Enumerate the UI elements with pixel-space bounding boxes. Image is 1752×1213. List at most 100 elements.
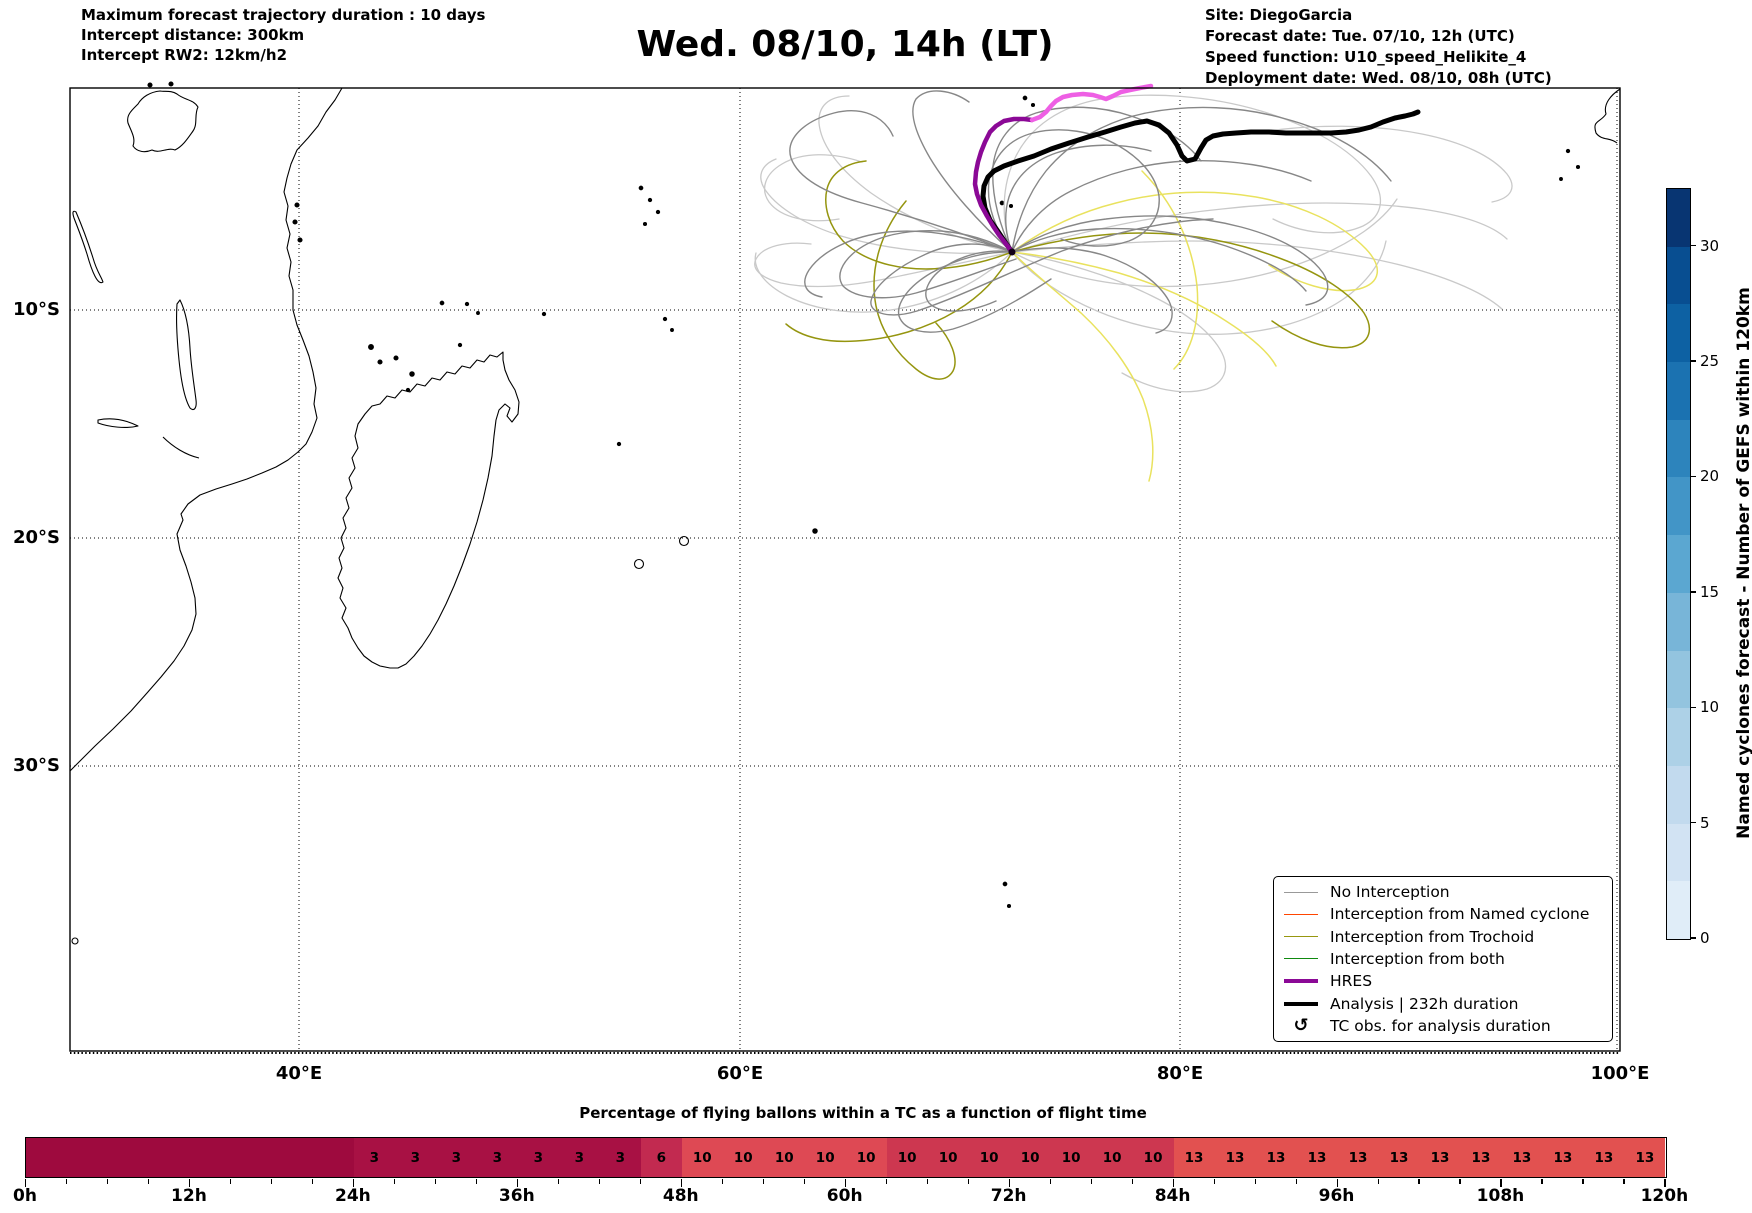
time-minor-tick — [1131, 1179, 1133, 1184]
trajectory-light-gray — [1261, 125, 1513, 203]
percentage-value: 13 — [1389, 1149, 1409, 1166]
trajectory-gray — [1011, 227, 1307, 292]
percentage-value: 10 — [815, 1149, 835, 1166]
time-minor-tick — [1090, 1179, 1092, 1184]
site-text: Site: DiegoGarcia — [1205, 6, 1353, 24]
island-dot — [294, 202, 300, 208]
time-minor-tick — [106, 1179, 109, 1184]
legend-item-label: No Interception — [1330, 883, 1450, 902]
hres-track-line — [972, 116, 1035, 255]
percentage-value: 10 — [1143, 1149, 1163, 1166]
intercept-distance-text: Intercept distance: 300km — [81, 26, 305, 44]
header-right-info: Site: DiegoGarcia Forecast date: Tue. 07… — [1205, 5, 1552, 89]
island-dot — [393, 355, 399, 361]
colorbar-tick — [1690, 591, 1696, 593]
time-major-tick — [25, 1179, 27, 1187]
island-dot — [647, 197, 653, 203]
time-major-tick — [1008, 1179, 1011, 1187]
trajectory-gray — [1005, 144, 1152, 253]
island-dot — [812, 528, 818, 534]
percentage-value: 10 — [897, 1149, 917, 1166]
time-tick-label: 12h — [171, 1186, 207, 1206]
trajectory-light-gray — [760, 158, 1013, 254]
island-dot — [638, 185, 644, 191]
max-duration-text: Maximum forecast trajectory duration : 1… — [81, 6, 486, 24]
island-dot — [999, 200, 1005, 206]
time-tick-label: 48h — [662, 1186, 699, 1206]
legend-line — [1284, 1001, 1318, 1006]
percentage-value: 3 — [615, 1149, 625, 1166]
intercept-rw2-text: Intercept RW2: 12km/h2 — [81, 46, 288, 64]
colorbar-block — [1667, 362, 1690, 420]
time-tick-label: 72h — [990, 1186, 1027, 1206]
legend-line-swatch — [1284, 913, 1318, 915]
percentage-segment — [640, 1138, 682, 1177]
island-dot — [409, 371, 415, 377]
legend-line-swatch — [1284, 958, 1318, 960]
percentage-value: 3 — [410, 1149, 421, 1166]
island-dot — [168, 81, 174, 87]
legend-row: HRES — [1274, 970, 1612, 992]
percentage-value: 13 — [1266, 1149, 1286, 1166]
legend-line — [1284, 913, 1318, 915]
colorbar-tick-label: 30 — [1700, 236, 1720, 255]
trajectory-yellow — [1011, 251, 1277, 367]
percentage-value: 10 — [774, 1149, 794, 1166]
trajectory-gray — [1011, 106, 1392, 253]
percentage-value: 10 — [938, 1149, 958, 1166]
island-dot — [633, 558, 645, 570]
legend-row: No Interception — [1274, 881, 1612, 903]
percentage-value: 3 — [533, 1149, 544, 1166]
colorbar-label: Named cyclones forecast - Number of GEFS… — [1734, 287, 1752, 839]
time-tick-label: 36h — [498, 1186, 535, 1206]
trajectory-light-gray — [754, 242, 1013, 288]
time-minor-tick — [393, 1179, 396, 1184]
legend-item-label: TC obs. for analysis duration — [1330, 1016, 1551, 1035]
colorbar-block — [1667, 189, 1690, 247]
colorbar-tick-label: 15 — [1700, 582, 1720, 601]
time-major-tick — [1336, 1179, 1338, 1187]
time-major-tick — [1500, 1179, 1502, 1187]
island-dot — [541, 311, 547, 317]
time-minor-tick — [65, 1179, 68, 1184]
time-minor-tick — [434, 1179, 437, 1184]
time-minor-tick — [1377, 1179, 1379, 1184]
coastline-path — [69, 87, 343, 772]
island-dot — [1002, 881, 1008, 887]
time-major-tick — [844, 1179, 847, 1187]
island-dot — [1559, 177, 1563, 181]
trajectory-light-gray — [1011, 198, 1398, 288]
island-dot — [439, 300, 445, 306]
legend-row: Analysis | 232h duration — [1274, 993, 1612, 1015]
percentage-value: 10 — [1102, 1149, 1122, 1166]
trajectory-yellow — [1011, 191, 1378, 292]
time-minor-tick — [1049, 1179, 1052, 1184]
trajectory-light-gray — [754, 251, 1013, 313]
time-major-tick — [188, 1179, 191, 1187]
colorbar-tick-label: 0 — [1700, 929, 1710, 947]
lon-tick-label: 100°E — [1590, 1063, 1650, 1084]
time-minor-tick — [1418, 1179, 1420, 1184]
colorbar-block — [1667, 708, 1690, 766]
tc-obs-icon: ↺ — [1284, 1016, 1318, 1035]
colorbar-tick-label: 25 — [1700, 352, 1720, 371]
time-minor-tick — [1459, 1179, 1461, 1184]
time-tick-label: 60h — [826, 1186, 863, 1206]
percentage-value: 10 — [856, 1149, 876, 1166]
time-minor-tick — [270, 1179, 273, 1184]
coastline-path — [1594, 88, 1621, 144]
trajectory-gray — [789, 110, 1013, 253]
legend-row: Interception from both — [1274, 948, 1612, 970]
percentage-value: 13 — [1307, 1149, 1327, 1166]
percentage-segment — [26, 1138, 354, 1177]
percentage-value: 13 — [1594, 1149, 1614, 1166]
percentage-value: 13 — [1184, 1149, 1204, 1166]
island-dot — [616, 441, 622, 447]
colorbar-block — [1667, 592, 1690, 651]
colorbar-tick-label: 20 — [1700, 467, 1720, 486]
time-major-tick — [1664, 1179, 1666, 1187]
header-left-info: Maximum forecast trajectory duration : 1… — [81, 5, 485, 65]
trajectory-light-gray — [1011, 240, 1503, 310]
legend-row: Interception from Trochoid — [1274, 926, 1612, 948]
